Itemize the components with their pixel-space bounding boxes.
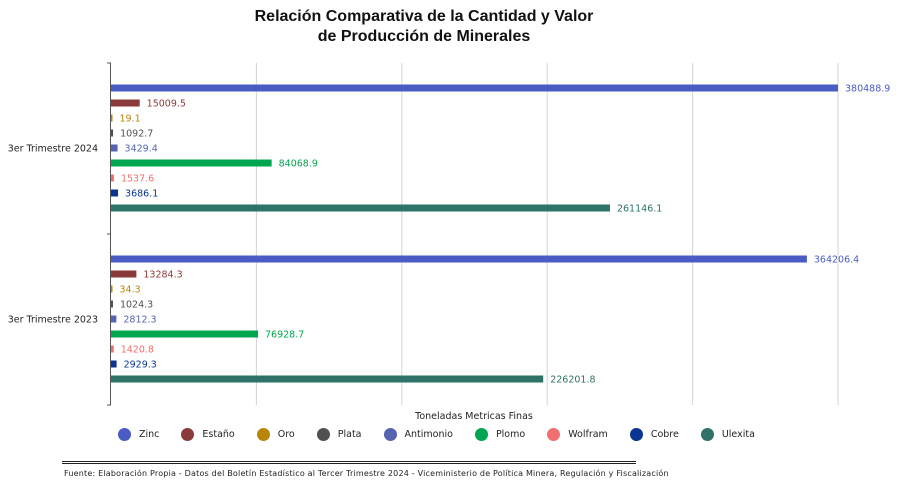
legend-label: Plomo <box>495 429 526 440</box>
legend-label: Zinc <box>139 429 160 440</box>
legend-marker <box>474 428 488 441</box>
data-label: 261146.1 <box>617 204 662 215</box>
bar-estaño <box>111 99 140 107</box>
legend-marker <box>383 428 397 441</box>
bar-antimonio <box>111 144 118 152</box>
bar-zinc <box>111 84 838 92</box>
legend-item-plomo[interactable]: Plomo <box>474 428 526 441</box>
data-label: 15009.5 <box>147 99 186 110</box>
category-label: 3er Trimestre 2024 <box>8 144 98 155</box>
bar-wolfram <box>111 174 114 182</box>
legend-label: Oro <box>277 429 295 440</box>
bar-chart: 3er Trimestre 2024 380488.9 15009.5 19.1 109… <box>8 62 890 406</box>
legend-item-ulexita[interactable]: Ulexita <box>700 428 755 441</box>
legend-label: Antimonio <box>404 429 453 440</box>
x-axis-label: Toneladas Metricas Finas <box>415 411 533 422</box>
bar-antimonio <box>111 315 117 323</box>
bar-zinc <box>111 255 807 263</box>
data-label: 3686.1 <box>125 189 158 200</box>
legend-item-wolfram[interactable]: Wolfram <box>547 428 608 441</box>
legend-item-cobre[interactable]: Cobre <box>629 428 679 441</box>
bar-oro <box>111 285 113 293</box>
bar-cobre <box>111 360 117 368</box>
data-label: 1024.3 <box>120 300 153 311</box>
data-label: 84068.9 <box>279 159 318 170</box>
category-label: 3er Trimestre 2023 <box>8 315 98 326</box>
data-label: 19.1 <box>120 114 141 125</box>
legend-item-oro[interactable]: Oro <box>256 428 295 441</box>
data-label: 2812.3 <box>123 315 156 326</box>
footer-divider <box>62 461 636 464</box>
legend-label: Plata <box>337 429 362 440</box>
bar-ulexita <box>111 204 610 212</box>
bar-plomo <box>111 159 272 167</box>
chart-title-line-2: de Producción de Minerales <box>317 28 531 45</box>
chart-legend: Zinc Estaño Oro Plata Antimonio Plomo Wolfram C… <box>118 428 777 441</box>
data-label: 380488.9 <box>845 84 890 95</box>
chart-title-line-1: Relación Comparativa de la Cantidad y Va… <box>254 8 594 25</box>
chart-title: Relación Comparativa de la Cantidad y Va… <box>0 7 848 47</box>
bar-cobre <box>111 189 119 197</box>
data-label: 2929.3 <box>124 360 157 371</box>
data-label: 1420.8 <box>121 345 154 356</box>
legend-marker <box>256 428 270 441</box>
legend-marker <box>700 428 714 441</box>
data-label: 3429.4 <box>125 144 158 155</box>
legend-marker <box>629 428 643 441</box>
legend-item-plata[interactable]: Plata <box>316 428 362 441</box>
data-label: 364206.4 <box>814 255 859 266</box>
legend-item-estaño[interactable]: Estaño <box>181 428 235 441</box>
legend-label: Ulexita <box>721 429 755 440</box>
legend-marker <box>118 428 131 441</box>
bar-plomo <box>111 330 258 338</box>
data-label: 13284.3 <box>143 270 182 281</box>
source-note: Fuente: Elaboración Propia - Datos del B… <box>64 469 669 478</box>
legend-label: Wolfram <box>568 429 608 440</box>
legend-marker <box>547 428 561 441</box>
legend-marker <box>181 428 195 441</box>
bar-wolfram <box>111 345 114 353</box>
data-label: 76928.7 <box>265 330 304 341</box>
legend-item-antimonio[interactable]: Antimonio <box>383 428 453 441</box>
legend-label: Cobre <box>650 429 679 440</box>
bar-ulexita <box>111 375 544 383</box>
legend-item-zinc[interactable]: Zinc <box>118 428 159 441</box>
bar-oro <box>111 114 113 122</box>
legend-label: Estaño <box>202 429 235 440</box>
data-label: 34.3 <box>120 285 141 296</box>
bar-estaño <box>111 270 137 278</box>
legend-marker <box>316 428 330 441</box>
bar-plata <box>111 129 114 137</box>
bar-plata <box>111 300 113 308</box>
data-label: 1537.6 <box>121 174 154 185</box>
data-label: 1092.7 <box>120 129 153 140</box>
data-label: 226201.8 <box>550 375 595 386</box>
